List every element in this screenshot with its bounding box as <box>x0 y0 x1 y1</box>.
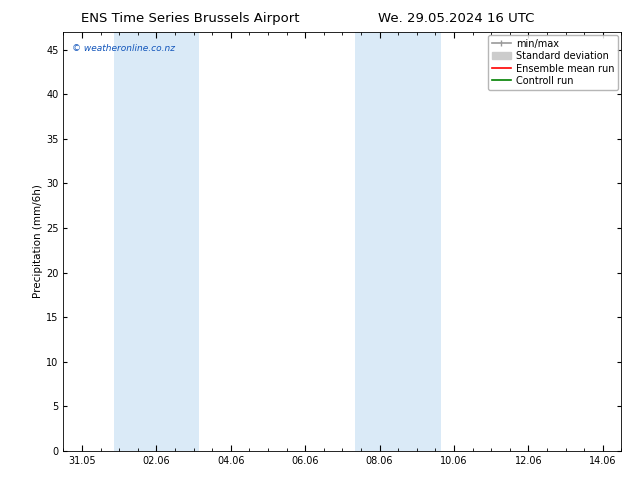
Text: We. 29.05.2024 16 UTC: We. 29.05.2024 16 UTC <box>378 12 534 25</box>
Legend: min/max, Standard deviation, Ensemble mean run, Controll run: min/max, Standard deviation, Ensemble me… <box>488 35 618 90</box>
Text: ENS Time Series Brussels Airport: ENS Time Series Brussels Airport <box>81 12 299 25</box>
Bar <box>113 32 199 451</box>
Text: © weatheronline.co.nz: © weatheronline.co.nz <box>72 45 175 53</box>
Y-axis label: Precipitation (mm/6h): Precipitation (mm/6h) <box>33 184 43 298</box>
Bar <box>356 32 441 451</box>
